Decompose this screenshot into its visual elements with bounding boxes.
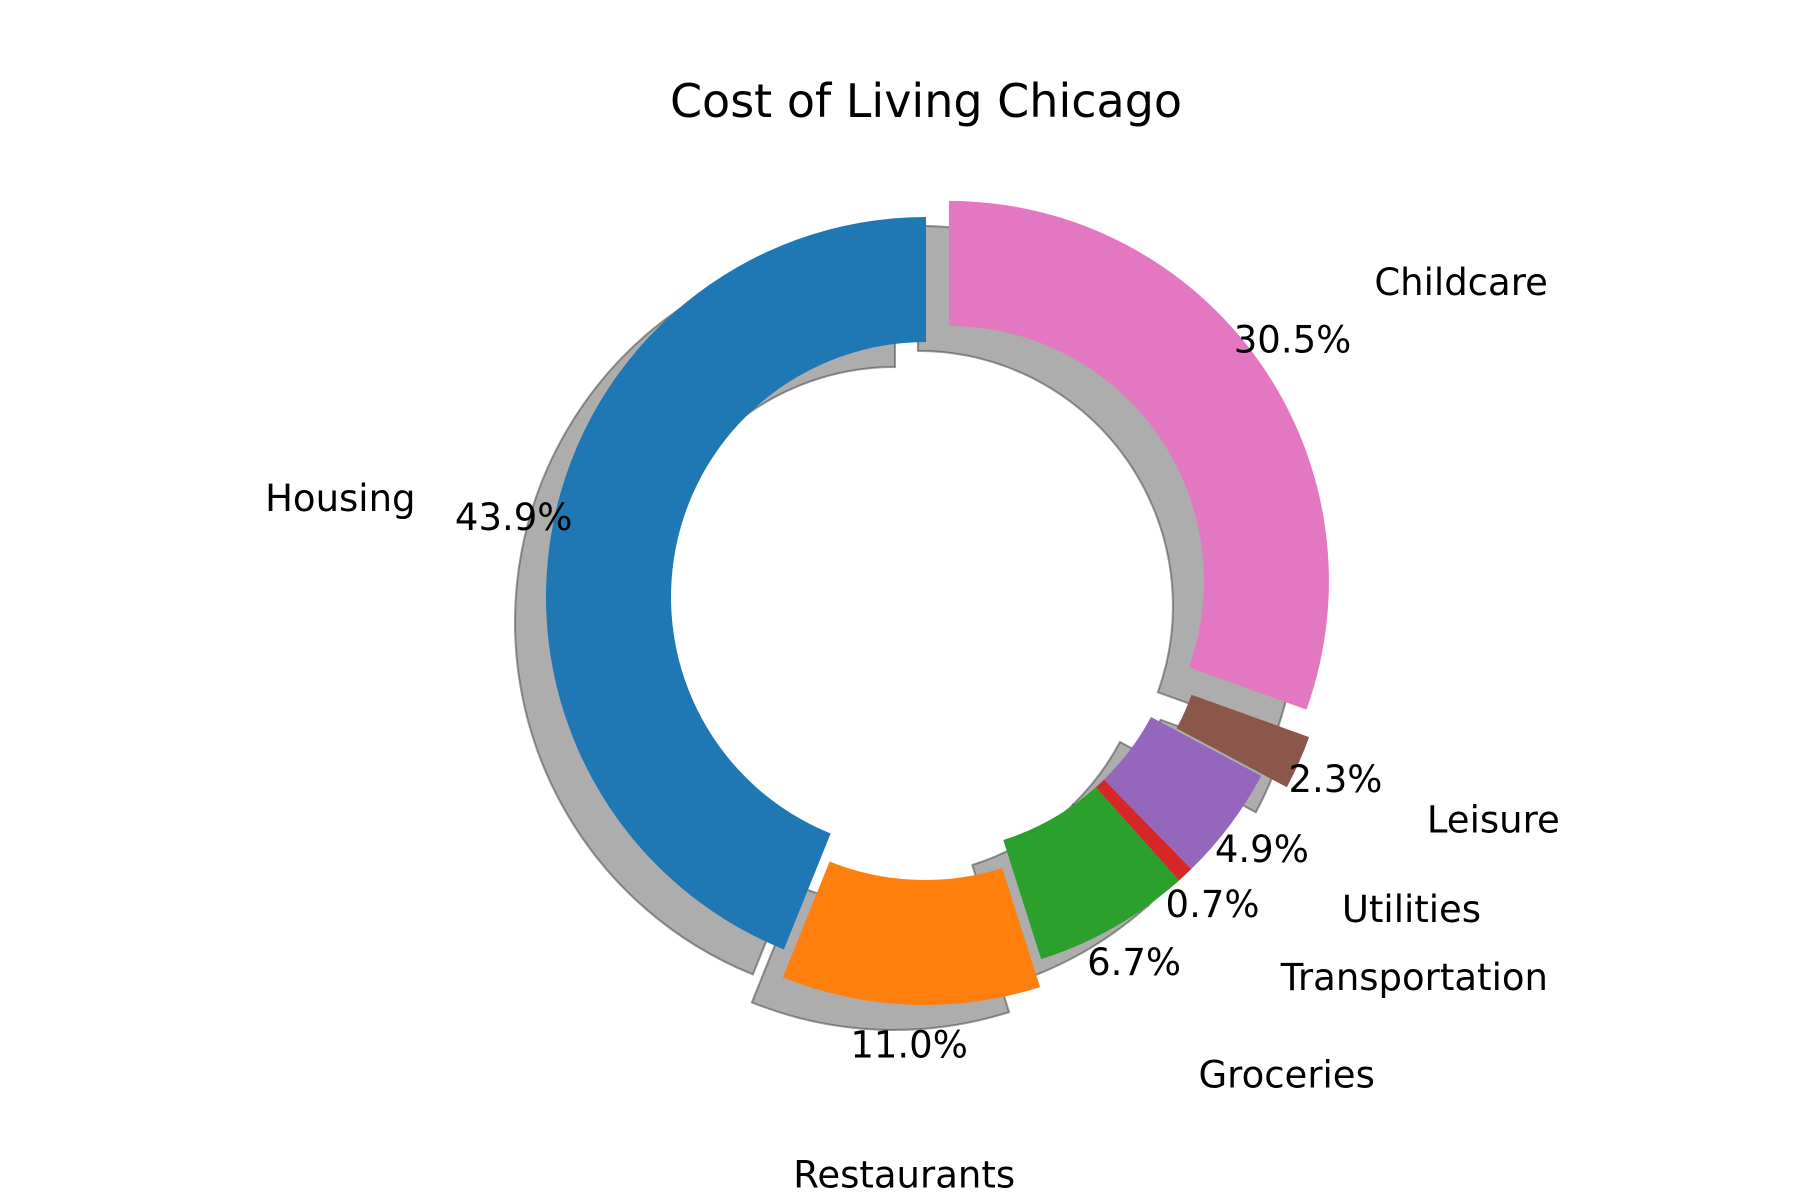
slice-layer	[546, 200, 1329, 1005]
pct-label-childcare: 30.5%	[1234, 318, 1352, 361]
category-label-leisure: Leisure	[1427, 798, 1560, 841]
slice-utilities	[1104, 717, 1262, 870]
label-layer: 43.9% Housing 11.0% Restaurants 6.7% Grocerie…	[265, 261, 1560, 1197]
category-label-groceries: Groceries	[1199, 1054, 1375, 1097]
category-label-transportation: Transportation	[1280, 956, 1548, 999]
category-label-childcare: Childcare	[1374, 261, 1548, 304]
pct-label-restaurants: 11.0%	[850, 1024, 968, 1067]
pct-label-groceries: 6.7%	[1087, 941, 1181, 984]
pct-label-leisure: 2.3%	[1288, 758, 1382, 801]
slice-housing	[546, 217, 926, 950]
category-label-utilities: Utilities	[1342, 888, 1481, 931]
slice-leisure	[1176, 694, 1310, 788]
category-label-housing: Housing	[265, 477, 415, 520]
slice-childcare	[948, 200, 1329, 710]
chart-title: Cost of Living Chicago	[670, 74, 1182, 128]
slice-groceries	[1003, 787, 1180, 960]
slice-transportation	[1095, 779, 1192, 881]
pct-label-housing: 43.9%	[455, 496, 573, 539]
pct-label-transportation: 0.7%	[1166, 883, 1260, 926]
pct-label-utilities: 4.9%	[1215, 828, 1309, 871]
category-label-restaurants: Restaurants	[793, 1154, 1015, 1197]
slice-restaurants	[782, 861, 1041, 1005]
